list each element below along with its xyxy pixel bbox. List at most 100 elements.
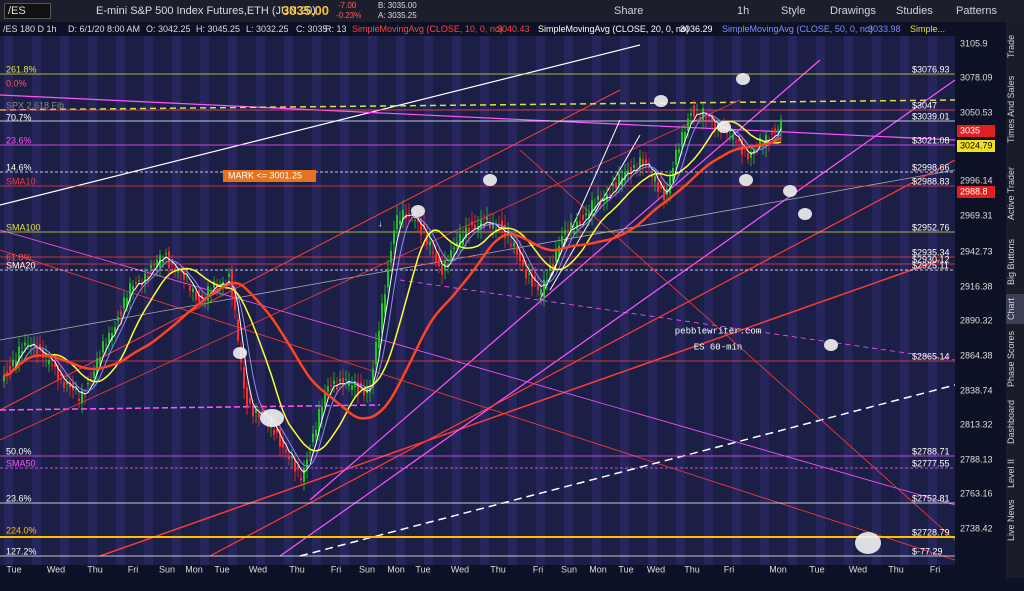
price-flag-label: 3035 (960, 125, 980, 135)
session-band (788, 36, 797, 565)
candle-body (39, 343, 41, 349)
style-button[interactable]: Style (781, 5, 806, 17)
candle-body (492, 222, 494, 229)
candle-body (177, 271, 179, 273)
share-button[interactable]: Share (614, 5, 644, 17)
candle-body (180, 270, 182, 272)
drawings-button[interactable]: Drawings (830, 5, 876, 17)
candle-body (687, 118, 689, 132)
candle-body (81, 390, 83, 404)
candle-body (48, 359, 50, 365)
candle-body (414, 220, 416, 222)
level-label: $3076.93 (912, 64, 950, 74)
candle-body (6, 371, 8, 375)
marker (654, 95, 668, 107)
trendline (99, 259, 941, 557)
side-tab[interactable]: Trade (1006, 34, 1016, 58)
candle-body (747, 153, 749, 160)
candle-body (729, 129, 731, 132)
candle-body (525, 269, 527, 279)
candle-body (702, 108, 704, 120)
side-tab[interactable]: Active Trader (1006, 166, 1016, 220)
candle-body (402, 209, 404, 220)
candle-body (654, 176, 656, 182)
price-tick-label: 2763.16 (960, 488, 993, 498)
timeframe-button[interactable]: 1h (737, 5, 750, 17)
price-flag-label: 2988.8 (960, 186, 988, 196)
open: O: 3042.25 (146, 24, 191, 34)
candle-body (357, 382, 359, 394)
session-band (508, 36, 517, 565)
candle-body (303, 467, 305, 482)
marker (798, 208, 812, 220)
price-tick-label: 2864.38 (960, 350, 993, 360)
ask: A: 3035.25 (378, 11, 417, 20)
candle-body (480, 219, 482, 229)
side-tab[interactable]: Chart (1006, 294, 1024, 324)
side-tab[interactable]: Times And Sales (1006, 75, 1016, 143)
candle-body (693, 105, 695, 117)
side-tab[interactable]: Live News (1006, 499, 1016, 541)
candle-body (282, 437, 284, 448)
candle-body (90, 378, 92, 380)
candle-body (528, 273, 530, 275)
candle-body (312, 433, 314, 443)
candle-body (33, 344, 35, 346)
moving-average (3, 120, 782, 452)
level-label: $2935.34 (912, 247, 950, 257)
candle-body (651, 175, 653, 178)
candle-body (465, 227, 467, 238)
candle-body (234, 289, 236, 311)
low: L: 3032.25 (246, 24, 289, 34)
price-tick-label: 3050.53 (960, 107, 993, 117)
session-band (760, 36, 769, 565)
moving-average (3, 136, 782, 420)
last-price: 3035.00 (282, 3, 329, 18)
symbol-box[interactable]: /ES (4, 3, 51, 19)
candle-body (3, 375, 5, 382)
candle-body (330, 384, 332, 386)
marker (739, 174, 753, 186)
candle-body (387, 268, 389, 288)
high: H: 3045.25 (196, 24, 241, 34)
bid: B: 3035.00 (378, 1, 417, 10)
session-band (312, 36, 321, 565)
candle-body (408, 213, 410, 215)
candle-body (615, 182, 617, 188)
side-tab[interactable]: Big Buttons (1006, 238, 1016, 286)
candle-body (459, 233, 461, 246)
x-tick-label: Thu (490, 564, 506, 574)
session-band (172, 36, 181, 565)
x-tick-label: Mon (185, 564, 203, 574)
side-tab[interactable]: Phase Scores (1006, 330, 1016, 388)
candle-body (351, 385, 353, 390)
candle-body (705, 117, 707, 119)
studies-button[interactable]: Studies (896, 5, 933, 17)
side-tab[interactable]: Level II (1006, 458, 1016, 488)
candle-body (150, 264, 152, 269)
price-flag (957, 140, 995, 152)
candle-body (678, 149, 680, 153)
chart: $3076.93 $3047$3039.01 $3021.08 $2998.66 $29… (0, 36, 1006, 578)
marker (411, 205, 425, 217)
candle-body (489, 222, 491, 229)
side-tab[interactable]: Dashboard (1006, 399, 1016, 445)
candle-body (108, 332, 110, 344)
candle-body (75, 388, 77, 390)
candle-body (474, 224, 476, 229)
chart-header: /ES 180 D 1h D: 6/1/20 8:00 AM O: 3042.2… (0, 22, 955, 36)
candle-body (318, 408, 320, 432)
session-band (396, 36, 405, 565)
candle-body (342, 377, 344, 386)
candle-body (57, 365, 59, 381)
candle-body (690, 113, 692, 116)
candle-body (306, 459, 308, 469)
candle-body (684, 131, 686, 142)
x-tick-label: Tue (618, 564, 633, 574)
patterns-button[interactable]: Patterns (956, 5, 997, 17)
candle-body (546, 280, 548, 284)
candle-body (126, 298, 128, 308)
candle-body (384, 293, 386, 313)
candle-body (27, 343, 29, 345)
candle-body (294, 459, 296, 472)
